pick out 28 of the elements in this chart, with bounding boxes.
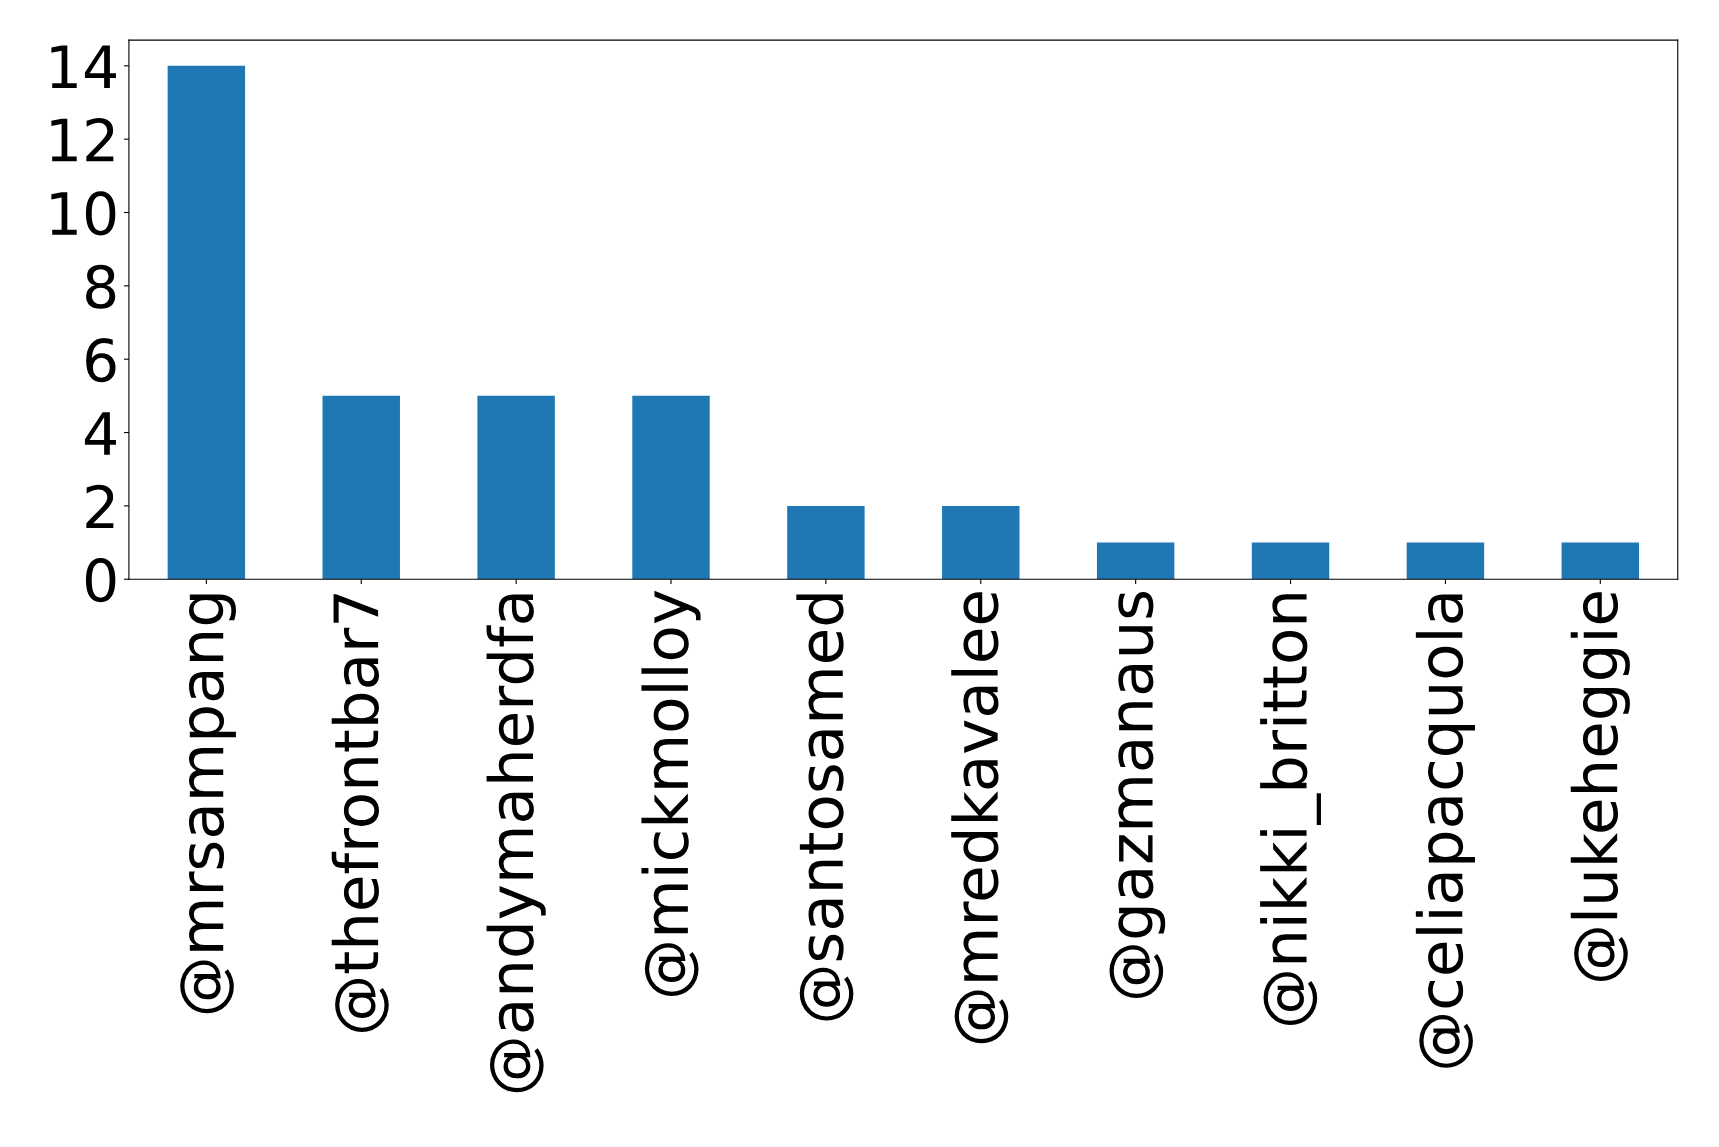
x-tick-label: @lukeheggie	[1570, 592, 1630, 982]
y-tick-label: 8	[86, 264, 116, 309]
x-tick-label: @mickmolloy	[641, 590, 701, 996]
bar	[322, 395, 400, 580]
x-tick-label: @santosamed	[796, 594, 854, 1021]
bar	[787, 505, 865, 580]
bar	[477, 395, 555, 580]
y-tick-label: 0	[85, 558, 116, 603]
bar	[632, 395, 710, 580]
bar	[1561, 542, 1640, 580]
bar	[1406, 542, 1485, 580]
y-tick-label: 6	[86, 338, 116, 383]
x-tick-label: @celiapacquola	[1415, 594, 1475, 1068]
bar	[1096, 542, 1175, 580]
x-tick-label: @nikki_britton	[1260, 594, 1321, 1025]
y-tick-label: 14	[51, 45, 116, 88]
bar	[942, 505, 1020, 580]
x-tick-label: @mrsampang	[180, 594, 236, 1014]
y-tick-label: 10	[51, 191, 116, 236]
x-tick-label: @mredkavalee	[951, 592, 1009, 1044]
y-tick-label: 2	[86, 484, 114, 529]
bar	[1251, 542, 1330, 580]
bar	[167, 65, 246, 580]
x-tick-label: @andymaherdfa	[486, 594, 546, 1093]
y-tick-label: 12	[51, 118, 114, 162]
x-tick-label: @thefrontbar7	[331, 594, 389, 1032]
y-tick-label: 4	[84, 412, 116, 455]
x-tick-label: @gazmanaus	[1109, 591, 1166, 999]
